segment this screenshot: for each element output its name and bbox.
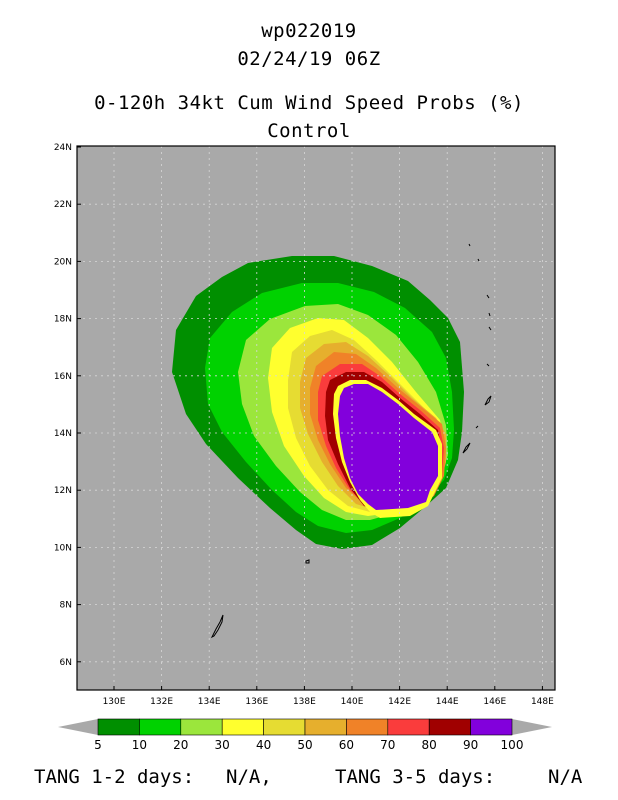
legend-labels: 5 10 20 30 40 50 60 70 80 90 100 (94, 738, 523, 752)
lon-tick-label: 138E (293, 697, 316, 707)
legend-left-arrow (58, 719, 98, 735)
legend-label-5: 5 (94, 738, 102, 752)
legend-box-80 (428, 718, 471, 736)
legend-label-60: 60 (339, 738, 354, 752)
legend-color-boxes (97, 718, 513, 736)
island-outline (486, 294, 490, 299)
tang-3-5-value: N/A (548, 766, 583, 788)
island-outline (475, 425, 479, 429)
lon-tick-label: 136E (245, 697, 268, 707)
island-outline (210, 614, 224, 639)
lon-tick-label: 144E (436, 697, 459, 707)
lat-tick-label: 14N (54, 429, 72, 439)
legend-box-30 (221, 718, 264, 736)
prob-100-region (338, 384, 438, 510)
legend-label-10: 10 (132, 738, 147, 752)
legend-label-30: 30 (215, 738, 230, 752)
legend-label-50: 50 (297, 738, 312, 752)
lat-tick-label: 24N (54, 143, 72, 153)
legend-box-50 (304, 718, 347, 736)
island-outline (488, 312, 491, 317)
island-outline (488, 326, 492, 331)
legend-box-10 (139, 718, 182, 736)
legend-label-end: 100 (501, 738, 524, 752)
lon-tick-label: 142E (388, 697, 411, 707)
legend-box-90 (470, 718, 513, 736)
lat-tick-label: 18N (54, 315, 72, 325)
map-frame (76, 145, 556, 691)
coastlines (210, 243, 492, 639)
color-legend: 5 10 20 30 40 50 60 70 80 90 100 (58, 718, 552, 752)
legend-box-5 (97, 718, 140, 736)
lon-tick-label: 130E (103, 697, 126, 707)
island-outline (484, 395, 492, 406)
lat-tick-label: 10N (54, 543, 72, 553)
island-outline (305, 559, 310, 564)
legend-label-80: 80 (422, 738, 437, 752)
legend-box-60 (346, 718, 389, 736)
island-outline (468, 243, 471, 247)
tang-1-2-value: N/A, (226, 766, 272, 788)
datetime-title: 02/24/19 06Z (237, 48, 381, 70)
tang-1-2-label: TANG 1-2 days: (34, 766, 195, 788)
lat-tick-label: 12N (54, 486, 72, 496)
lon-tick-label: 132E (150, 697, 173, 707)
island-outline (486, 363, 490, 367)
legend-box-40 (263, 718, 306, 736)
lat-lon-gridlines (77, 146, 555, 690)
probability-shading (172, 256, 464, 549)
legend-right-arrow (512, 719, 552, 735)
lat-tick-label: 22N (54, 200, 72, 210)
lon-tick-label: 148E (531, 697, 554, 707)
legend-box-20 (180, 718, 223, 736)
legend-box-70 (387, 718, 430, 736)
storm-id-title: wp022019 (261, 20, 357, 42)
tang-3-5-label: TANG 3-5 days: (335, 766, 496, 788)
legend-label-70: 70 (380, 738, 395, 752)
legend-label-40: 40 (256, 738, 271, 752)
lon-tick-label: 146E (483, 697, 506, 707)
lat-tick-label: 20N (54, 257, 72, 267)
lat-tick-label: 6N (60, 658, 72, 668)
lat-tick-label: 16N (54, 372, 72, 382)
lon-tick-label: 140E (341, 697, 364, 707)
latitude-axis: 24N 22N 20N 18N 16N 14N 12N 10N 8N 6N (54, 143, 81, 668)
legend-label-90: 90 (463, 738, 478, 752)
lat-tick-label: 8N (60, 601, 72, 611)
run-title: Control (267, 120, 351, 142)
legend-label-20: 20 (173, 738, 188, 752)
island-outline (462, 442, 471, 454)
product-title: 0-120h 34kt Cum Wind Speed Probs (%) (94, 92, 524, 114)
lon-tick-label: 134E (198, 697, 221, 707)
island-outline (477, 258, 480, 262)
longitude-axis: 130E 132E 134E 136E 138E 140E 142E 144E 146E 148E (103, 686, 554, 707)
